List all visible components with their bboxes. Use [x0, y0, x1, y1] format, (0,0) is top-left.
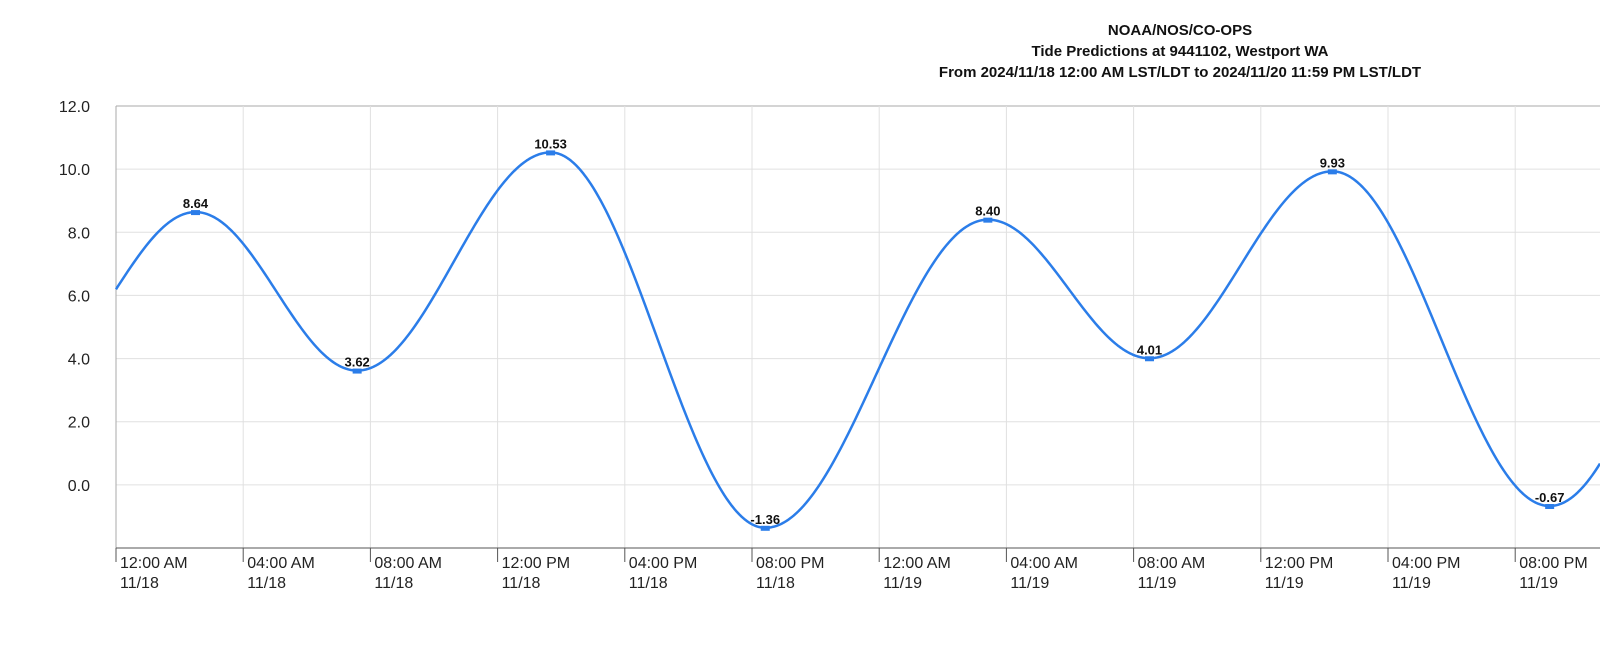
x-tick-date-label: 11/18: [756, 575, 795, 592]
x-tick-time-label: 04:00 AM: [247, 555, 315, 572]
x-tick-date-label: 11/19: [1392, 575, 1431, 592]
extreme-value-label: 8.40: [975, 204, 1000, 219]
x-tick-date-label: 11/18: [502, 575, 541, 592]
extreme-value-label: -0.67: [1535, 490, 1565, 505]
x-tick-date-label: 11/19: [1138, 575, 1177, 592]
title-line-station: Tide Predictions at 9441102, Westport WA: [1031, 43, 1329, 60]
label-layer: 8.64 3.62 10.53 -1.36 8.40 4.01 9.93 -0.67: [183, 136, 1565, 526]
extreme-marker: [352, 368, 362, 374]
title-line-range: From 2024/11/18 12:00 AM LST/LDT to 2024…: [938, 64, 1422, 81]
x-tick-time-label: 04:00 PM: [1392, 555, 1460, 572]
extreme-marker: [546, 150, 556, 156]
x-tick-date-label: 11/18: [120, 575, 159, 592]
y-tick-label: 6.0: [68, 288, 90, 305]
chart-title: NOAA/NOS/CO-OPS Tide Predictions at 9441…: [900, 20, 1460, 83]
extreme-marker: [983, 217, 993, 223]
x-tick-time-label: 08:00 AM: [1138, 555, 1206, 572]
x-tick-date-label: 11/19: [1519, 575, 1558, 592]
extreme-marker: [1145, 356, 1154, 362]
axis-layer: 12.0 10.0 8.0 6.0 4.0 2.0 0.0 12:00 AM 11/18 04:0…: [59, 99, 1600, 592]
extreme-marker: [760, 525, 770, 531]
extreme-marker: [191, 210, 200, 216]
extreme-marker: [1327, 169, 1337, 175]
extreme-value-label: 4.01: [1137, 342, 1162, 357]
x-tick-time-label: 12:00 AM: [120, 555, 188, 572]
x-tick-time-label: 08:00 PM: [756, 555, 824, 572]
tide-prediction-line: [114, 151, 1600, 530]
title-line-agency: NOAA/NOS/CO-OPS: [1107, 22, 1253, 39]
x-tick-date-label: 11/18: [374, 575, 413, 592]
series-layer: [114, 150, 1600, 531]
extreme-value-label: 10.53: [534, 136, 567, 151]
extreme-marker: [1545, 504, 1555, 510]
x-tick-date-label: 11/19: [1010, 575, 1049, 592]
extreme-value-label: 8.64: [183, 196, 209, 211]
x-tick-time-label: 08:00 AM: [374, 555, 442, 572]
x-tick-date-label: 11/18: [629, 575, 668, 592]
x-tick-time-label: 12:00 AM: [883, 555, 951, 572]
x-tick-date-label: 11/19: [1265, 575, 1304, 592]
y-tick-label: 12.0: [59, 99, 90, 116]
x-tick-time-label: 12:00 PM: [1265, 555, 1333, 572]
extreme-value-label: 3.62: [344, 355, 369, 370]
x-tick-time-label: 12:00 PM: [502, 555, 570, 572]
x-tick-time-label: 04:00 AM: [1010, 555, 1078, 572]
x-tick-time-label: 04:00 PM: [629, 555, 697, 572]
y-tick-label: 10.0: [59, 162, 90, 179]
y-tick-label: 4.0: [68, 352, 90, 369]
x-tick-date-label: 11/18: [247, 575, 286, 592]
y-tick-label: 8.0: [68, 225, 90, 242]
x-tick-time-label: 08:00 PM: [1519, 555, 1587, 572]
y-tick-label: 2.0: [68, 415, 90, 432]
extreme-value-label: -1.36: [750, 512, 780, 527]
x-tick-date-label: 11/19: [883, 575, 922, 592]
grid-layer: [115, 105, 1600, 548]
y-tick-label: 0.0: [68, 478, 90, 495]
extreme-value-label: 9.93: [1320, 155, 1345, 170]
